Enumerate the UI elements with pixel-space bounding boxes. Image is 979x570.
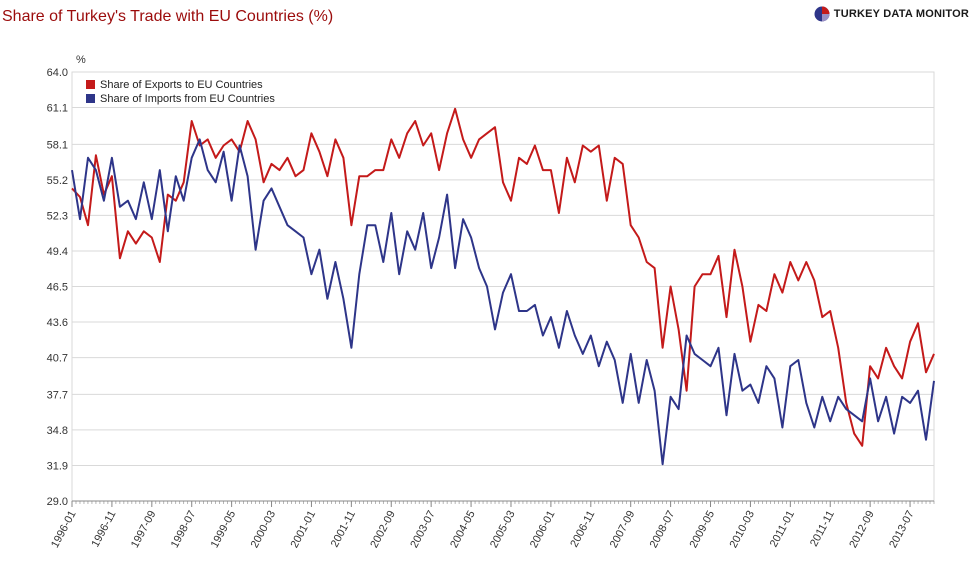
y-tick-label: 29.0 [47, 496, 68, 508]
y-tick-label: 46.5 [47, 282, 68, 294]
brand-name: TURKEY DATA MONITOR [833, 8, 969, 20]
x-tick-label: 2003-07 [408, 509, 438, 550]
imports-series-line [71, 138, 935, 466]
x-tick-label: 2004-05 [448, 509, 478, 550]
y-tick-label: 37.7 [47, 389, 68, 401]
x-tick-label: 2006-11 [568, 509, 597, 550]
chart-title: Share of Turkey's Trade with EU Countrie… [2, 8, 334, 25]
y-tick-label: 55.2 [47, 175, 68, 187]
y-tick-label: 52.3 [47, 210, 68, 222]
x-tick-label: 2007-09 [608, 509, 638, 550]
y-tick-label: 58.1 [47, 139, 68, 151]
x-tick-label: 2010-03 [728, 509, 758, 550]
x-tick-label: 2011-01 [768, 509, 797, 550]
x-tick-label: 2005-03 [488, 509, 518, 550]
y-tick-label: 40.7 [47, 353, 68, 365]
x-tick-label: 2006-01 [528, 509, 558, 550]
x-tick-label: 1996-11 [89, 509, 118, 550]
x-tick-label: 2002-09 [368, 509, 398, 550]
x-tick-label: 2001-11 [329, 509, 358, 550]
y-tick-label: 43.6 [47, 317, 68, 329]
y-tick-label: 34.8 [47, 425, 68, 437]
x-tick-label: 2001-01 [289, 509, 319, 550]
x-tick-label: 2013-07 [887, 509, 917, 550]
x-tick-label: 1998-07 [169, 509, 199, 550]
x-tick-label: 1996-01 [49, 509, 79, 550]
exports-legend-swatch [86, 80, 95, 89]
x-tick-label: 1997-09 [129, 509, 159, 550]
exports-series-line [71, 107, 935, 447]
pie-logo-icon [814, 6, 830, 22]
x-tick-label: 2008-07 [648, 509, 678, 550]
x-tick-label: 2012-09 [847, 509, 877, 550]
x-tick-label: 2000-03 [249, 509, 279, 550]
x-tick-label: 1999-05 [209, 509, 239, 550]
brand-logo: TURKEY DATA MONITOR [814, 6, 969, 22]
y-tick-label: 64.0 [47, 67, 68, 79]
imports-legend-label: Share of Imports from EU Countries [100, 93, 275, 105]
x-tick-label: 2011-11 [808, 509, 837, 549]
exports-legend-label: Share of Exports to EU Countries [100, 79, 263, 91]
x-tick-label: 2009-05 [688, 509, 718, 550]
y-tick-label: 49.4 [47, 246, 68, 258]
y-tick-label: 61.1 [47, 103, 68, 115]
y-tick-label: 31.9 [47, 460, 68, 472]
y-unit-label: % [76, 54, 86, 66]
imports-legend-swatch [86, 94, 95, 103]
